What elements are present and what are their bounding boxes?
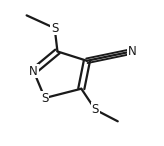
Text: N: N [127,45,136,58]
Text: S: S [41,92,49,105]
Text: S: S [92,103,99,116]
Text: N: N [29,65,38,78]
Text: S: S [51,22,58,35]
